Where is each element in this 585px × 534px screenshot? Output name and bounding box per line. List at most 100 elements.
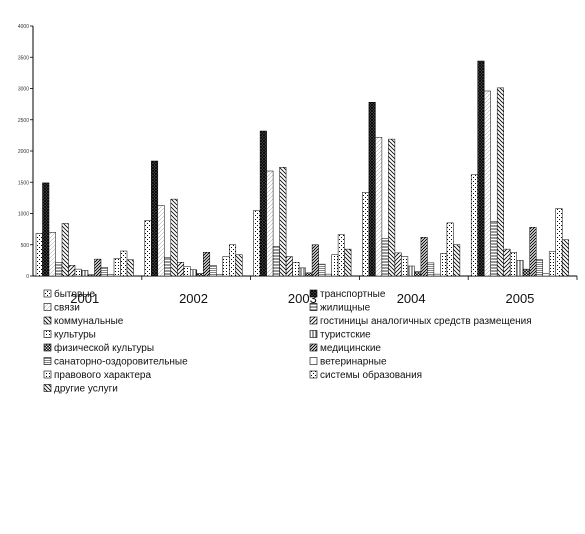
bar-2003-4 (272, 246, 280, 277)
bar-2005-3 (483, 90, 491, 277)
bar-2002-10 (203, 252, 211, 277)
chart-bars (35, 60, 569, 277)
legend-swatch-9 (43, 343, 52, 352)
bar-2005-6 (503, 248, 511, 277)
legend-swatch-7 (43, 330, 52, 338)
y-tick-label: 3500 (18, 55, 29, 61)
legend-label-1: бытовые (54, 288, 95, 300)
bar-2004-5 (388, 138, 396, 277)
legend-label-15: другие услуги (54, 384, 118, 395)
bar-2001-1 (35, 233, 43, 277)
y-tick-label: 1000 (18, 212, 29, 218)
bar-2005-15 (561, 239, 569, 277)
bar-2002-13 (222, 256, 230, 277)
legend-label-5: коммунальные (54, 316, 124, 327)
legend-swatch-12 (309, 357, 318, 365)
bar-2002-6 (177, 262, 185, 277)
bar-2003-7 (292, 262, 300, 277)
bar-2003-12 (324, 273, 332, 277)
legend-label-7: культуры (54, 330, 96, 341)
bar-2001-12 (107, 274, 115, 277)
legend-swatch-1 (43, 289, 52, 298)
y-tick-label: 2000 (18, 149, 29, 155)
x-tick-label: 2005 (505, 291, 534, 306)
bar-2001-3 (48, 232, 56, 277)
legend-label-8: туристские (320, 330, 371, 341)
bar-2001-5 (61, 223, 69, 277)
x-tick-label: 2004 (397, 291, 426, 306)
x-tick-label: 2001 (70, 291, 99, 306)
legend-label-13: правового характера (54, 370, 151, 381)
bar-2004-8 (407, 265, 415, 277)
y-axis-ticks: 0 500 1000 1500 2000 2500 3000 3500 4000 (18, 24, 33, 280)
bar-2002-15 (235, 254, 243, 277)
legend-swatch-5 (43, 316, 52, 325)
bar-2003-2 (259, 130, 267, 277)
bar-2001-14 (120, 250, 128, 277)
bar-2004-4 (381, 238, 389, 277)
bar-2004-10 (420, 237, 428, 277)
bar-2005-2 (477, 60, 485, 277)
bar-2002-5 (170, 198, 178, 277)
bar-2002-4 (164, 257, 172, 277)
bar-2001-15 (126, 259, 134, 277)
y-tick-label: 3000 (18, 87, 29, 93)
legend-swatch-3 (43, 303, 52, 311)
bar-2003-5 (279, 167, 287, 277)
bar-2005-7 (509, 252, 517, 277)
bar-2003-1 (253, 210, 261, 277)
bar-2001-10 (94, 258, 102, 277)
bar-2004-1 (362, 192, 370, 277)
bar-2003-11 (318, 263, 326, 277)
bar-2001-2 (42, 182, 50, 277)
bar-2005-14 (555, 208, 563, 277)
legend-label-4: жилищные (320, 303, 371, 314)
bar-2002-11 (209, 265, 217, 277)
x-tick-label: 2002 (179, 291, 208, 306)
bar-2003-3 (266, 170, 274, 277)
bar-2005-5 (496, 87, 504, 277)
legend-swatch-4 (309, 303, 318, 311)
bar-2004-13 (440, 253, 448, 277)
bar-2004-12 (433, 273, 441, 277)
legend-swatch-8 (309, 330, 318, 338)
legend-label-10: медицинские (320, 343, 381, 354)
y-tick-label: 4000 (18, 24, 29, 30)
y-tick-label: 500 (21, 243, 30, 249)
legend-label-11: санаторно-оздоровительные (54, 357, 188, 368)
bar-2002-12 (216, 274, 224, 277)
legend-label-12: ветеринарные (320, 357, 387, 368)
y-tick-label: 1500 (18, 180, 29, 186)
bar-2005-8 (516, 260, 524, 277)
bar-2005-12 (542, 273, 550, 277)
legend-swatch-15 (43, 384, 52, 392)
bar-2002-3 (157, 205, 165, 277)
bar-2004-7 (401, 256, 409, 277)
legend-label-14: системы образования (320, 369, 422, 381)
bar-2004-14 (446, 222, 454, 277)
bar-2004-9 (414, 271, 422, 277)
bar-2001-8 (81, 270, 89, 277)
y-tick-label: 0 (26, 274, 29, 280)
bar-2005-1 (470, 174, 478, 277)
bar-2002-2 (151, 160, 159, 277)
bar-2003-8 (298, 267, 306, 277)
bar-2002-7 (183, 266, 191, 277)
bar-2004-15 (453, 244, 461, 277)
bar-2003-13 (331, 254, 339, 277)
bar-2001-9 (87, 274, 95, 277)
bar-2005-13 (548, 251, 556, 277)
bar-2003-9 (305, 272, 313, 277)
bar-2005-4 (490, 221, 498, 277)
bar-2002-8 (190, 269, 198, 277)
chart-legend: бытовые транспортные связи жилищные коммунал… (43, 288, 532, 395)
legend-swatch-13 (43, 370, 52, 379)
bar-2001-13 (113, 258, 121, 277)
legend-swatch-2 (309, 289, 318, 298)
bar-2003-10 (311, 244, 319, 277)
bar-2001-4 (55, 262, 63, 277)
bar-2004-11 (427, 262, 435, 277)
bar-2005-9 (522, 268, 530, 277)
